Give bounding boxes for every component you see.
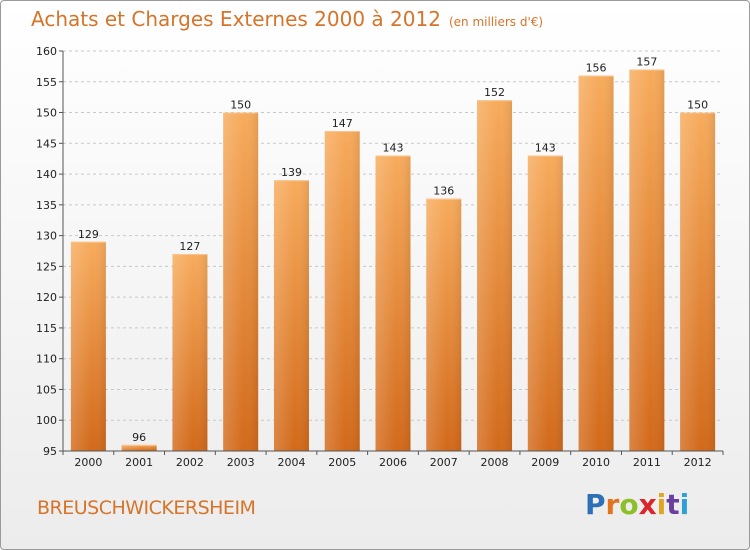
x-tick-label: 2012 (684, 456, 712, 469)
y-tick-label: 105 (36, 383, 57, 396)
bar-value-label: 96 (132, 431, 146, 444)
bar-value-label: 156 (586, 62, 607, 75)
y-tick-label: 130 (36, 230, 57, 243)
title-text: Achats et Charges Externes 2000 à 2012 (31, 7, 441, 31)
bar-shade (629, 69, 665, 451)
bar-shade (527, 155, 563, 451)
x-tick-label: 2005 (328, 456, 356, 469)
bar-shade (172, 254, 208, 451)
x-tick-label: 2004 (277, 456, 305, 469)
logo-letter: t (666, 488, 680, 521)
y-tick-label: 110 (36, 353, 57, 366)
logo-letter: x (638, 488, 657, 521)
x-tick-label: 2001 (125, 456, 153, 469)
x-tick-label: 2010 (582, 456, 610, 469)
title-unit: (en milliers d'€) (448, 15, 544, 29)
bar-shade (375, 155, 411, 451)
bar-shade (324, 131, 360, 451)
bar-shade (426, 198, 462, 451)
y-tick-label: 125 (36, 260, 57, 273)
y-tick-label: 135 (36, 199, 57, 212)
bar-value-label: 139 (281, 166, 302, 179)
bar-value-label: 147 (332, 117, 353, 130)
bar-shade (70, 241, 106, 451)
y-tick-label: 145 (36, 137, 57, 150)
x-tick-label: 2009 (531, 456, 559, 469)
bar-value-label: 152 (484, 86, 505, 99)
bars-layer: 129 96 127 150 139 147 143 136 152 143 156 157 150 (70, 55, 716, 452)
logo-letter: o (619, 488, 639, 521)
y-tick-label: 155 (36, 76, 57, 89)
y-tick-label: 115 (36, 322, 57, 335)
bar-shade (223, 112, 259, 452)
y-tick-label: 95 (43, 445, 57, 458)
x-tick-label: 2011 (633, 456, 661, 469)
municipality-name: BREUSCHWICKERSHEIM (37, 497, 256, 519)
chart-title: Achats et Charges Externes 2000 à 2012 (e… (31, 7, 543, 31)
bar-value-label: 143 (535, 142, 556, 155)
bar-shade (273, 180, 309, 451)
bar-shade (578, 75, 614, 451)
logo-letter: i (679, 488, 690, 521)
x-tick-label: 2006 (379, 456, 407, 469)
x-tick-label: 2000 (74, 456, 102, 469)
bar-value-label: 150 (230, 99, 251, 112)
bar-value-label: 157 (636, 55, 657, 68)
y-tick-label: 120 (36, 291, 57, 304)
logo-letter: r (605, 488, 620, 521)
bar-value-label: 129 (78, 228, 99, 241)
bar-value-label: 127 (179, 240, 200, 253)
bar-shade (477, 100, 513, 451)
x-tick-label: 2002 (176, 456, 204, 469)
x-tick-label: 2003 (227, 456, 255, 469)
bar-shade (680, 112, 716, 452)
y-tick-label: 140 (36, 168, 57, 181)
y-tick-label: 150 (36, 107, 57, 120)
bar-value-label: 143 (383, 142, 404, 155)
bar-value-label: 136 (433, 185, 454, 198)
bar-value-label: 150 (687, 99, 708, 112)
logo-letter: P (585, 488, 606, 521)
x-tick-label: 2008 (481, 456, 509, 469)
proxiti-logo[interactable]: Proxiti (585, 488, 689, 521)
logo-letter: i (656, 488, 667, 521)
bar-shade (121, 444, 157, 451)
y-tick-label: 100 (36, 414, 57, 427)
y-tick-label: 160 (36, 45, 57, 58)
x-tick-label: 2007 (430, 456, 458, 469)
axis-layer: 95 100 105 110 115 120 125 130 135 140 145 150 155 16… (36, 45, 724, 469)
